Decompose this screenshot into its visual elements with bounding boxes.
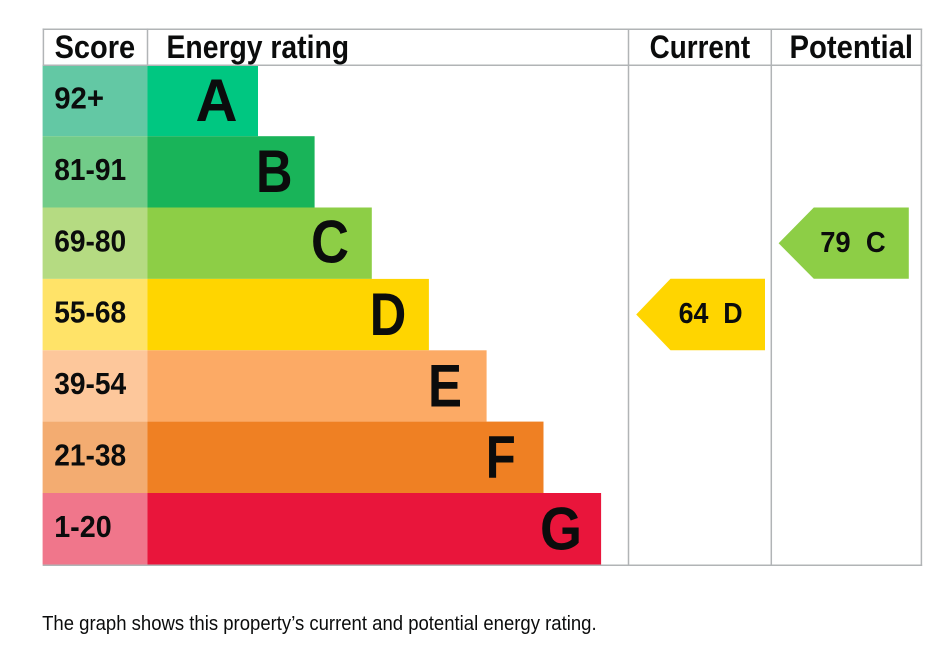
svg-text:92+: 92+ [54,81,104,116]
svg-text:The graph shows this property’: The graph shows this property’s current … [42,613,597,635]
svg-text:39-54: 39-54 [54,366,126,401]
svg-text:Current: Current [650,29,751,65]
svg-text:F: F [486,423,516,490]
svg-text:64 D: 64 D [679,298,743,330]
svg-text:Energy rating: Energy rating [167,29,350,65]
svg-text:A: A [196,67,238,134]
svg-text:E: E [428,352,462,419]
svg-text:B: B [256,138,293,205]
svg-text:Score: Score [55,29,136,65]
svg-text:81-91: 81-91 [54,152,126,187]
svg-text:1-20: 1-20 [54,509,111,544]
svg-text:79 C: 79 C [820,227,886,259]
svg-text:55-68: 55-68 [54,295,126,330]
svg-text:C: C [311,209,349,276]
svg-text:21-38: 21-38 [54,437,126,472]
svg-text:Potential: Potential [790,29,914,65]
svg-text:G: G [540,495,582,562]
svg-text:69-80: 69-80 [54,223,126,258]
svg-text:D: D [370,281,407,348]
